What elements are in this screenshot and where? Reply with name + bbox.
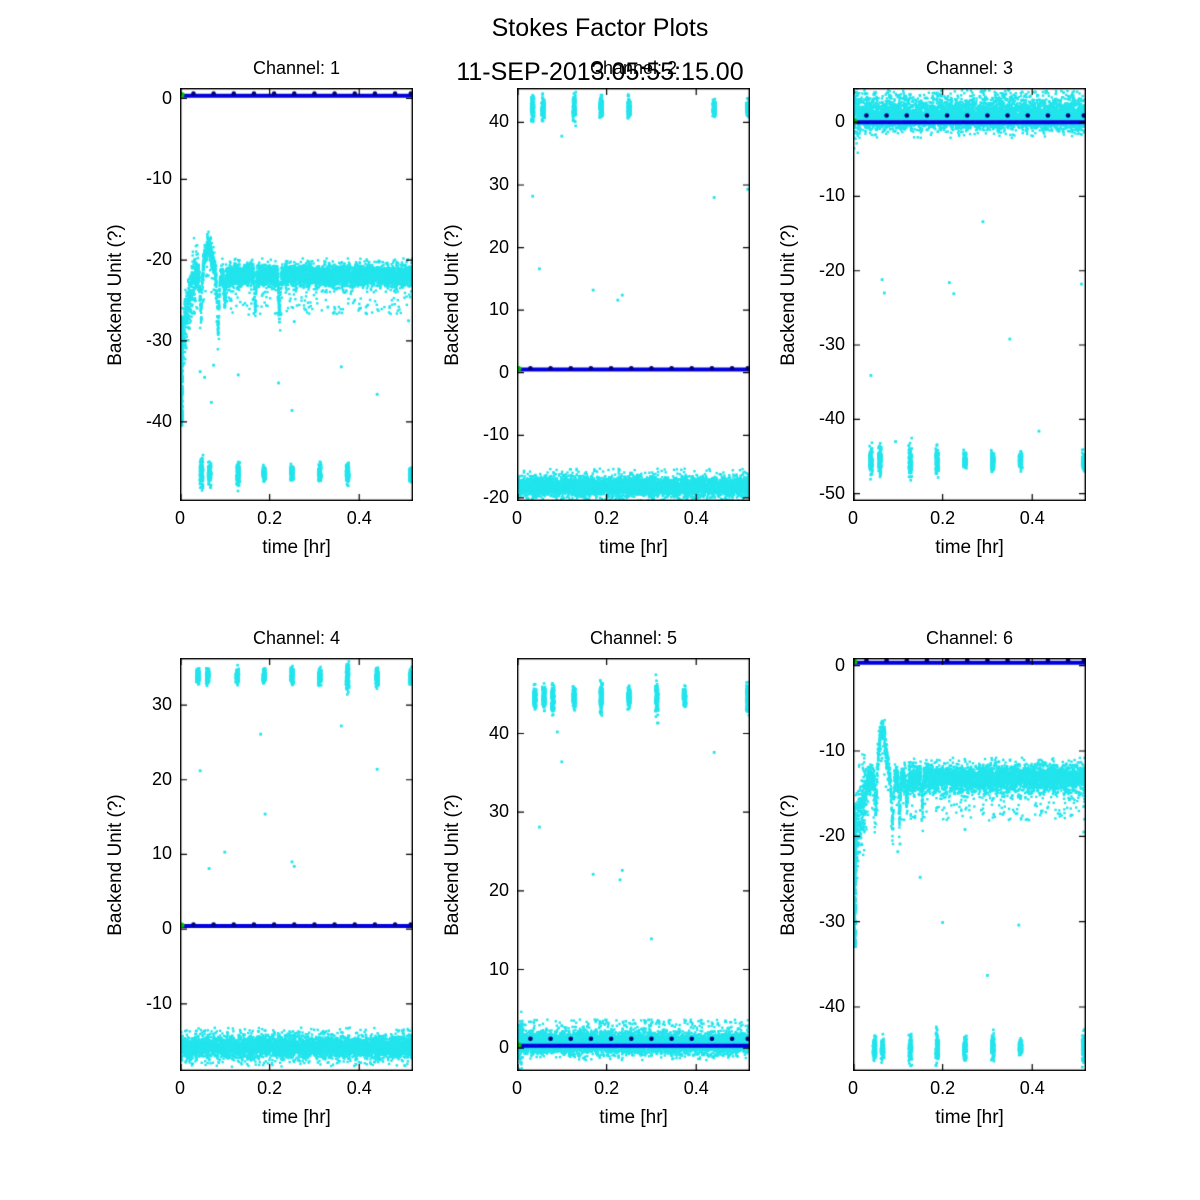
x-tick-label: 0.2 [594,1078,620,1098]
x-tick-label: 0.2 [930,1078,956,1098]
x-tick-label: 0.4 [1019,508,1045,528]
figure-subtitle-timestamp: 11-SEP-2013.05:55:15.00 [456,58,744,86]
subplot-title-channel-5: Channel: 5 [589,628,678,648]
x-tick-label: 0.4 [683,1078,709,1098]
y-tick-label: 20 [488,879,509,900]
y-axis-label-wrap: Backend Unit (?) [104,88,128,501]
x-tick-label: 0 [174,508,185,528]
subplot-title-channel-6: Channel: 6 [925,628,1014,648]
y-tick-label: -30 [818,334,845,354]
subplot-title-channel-4: Channel: 4 [252,628,341,648]
x-tick-label: 0 [511,1078,522,1098]
figure-title: Stokes Factor Plots [491,14,709,42]
y-tick-label: 0 [834,111,845,132]
x-tick-label: 0 [847,1078,858,1098]
x-axis-label-channel-5: time [hr] [599,1107,668,1128]
x-axis-label-channel-6: time [hr] [935,1107,1004,1128]
plot-area-channel-1 [180,88,413,501]
subplot-title-channel-1: Channel: 1 [252,58,341,78]
plot-area-channel-3 [853,88,1086,501]
subplot-title-channel-2: Channel: 2 [589,58,678,78]
y-tick-label: -20 [482,486,509,507]
y-tick-label: 0 [834,654,845,675]
y-tick-label: -40 [145,410,172,431]
plot-area-channel-6 [853,658,1086,1071]
y-tick-label: -30 [818,910,845,931]
x-axis-label-channel-4: time [hr] [262,1107,331,1128]
x-tick-label: 0.4 [346,1078,372,1098]
x-tick-label: 0.4 [683,508,709,528]
y-tick-label: -10 [818,185,845,206]
y-tick-label: 0 [161,87,172,108]
x-tick-label: 0.2 [257,508,283,528]
x-axis-label-channel-2: time [hr] [599,537,668,558]
x-tick-label: 0.2 [930,508,956,528]
y-tick-label: 10 [488,958,509,979]
y-tick-label: -10 [482,424,509,445]
x-tick-label: 0 [511,508,522,528]
y-tick-label: -10 [818,740,845,760]
y-tick-label: 20 [151,768,172,789]
x-tick-label: 0.2 [594,508,620,528]
x-axis-label-channel-3: time [hr] [935,537,1004,558]
y-tick-label: 30 [488,173,509,194]
y-tick-label: -20 [818,825,845,846]
subplot-title-channel-3: Channel: 3 [925,58,1014,78]
x-tick-label: 0 [847,508,858,528]
y-tick-label: -10 [145,168,172,189]
x-tick-label: 0.4 [346,508,372,528]
plot-area-channel-2 [517,88,750,501]
plot-area-channel-5 [517,658,750,1071]
y-tick-label: 40 [488,722,509,743]
y-tick-label: -50 [818,482,845,503]
y-tick-label: 0 [161,918,172,939]
y-tick-label: -10 [145,992,172,1013]
x-tick-label: 0 [174,1078,185,1098]
y-tick-label: 30 [151,694,172,715]
y-tick-label: -40 [818,996,845,1016]
y-tick-label: -20 [145,249,172,270]
x-tick-label: 0.4 [1019,1078,1045,1098]
y-tick-label: -40 [818,408,845,429]
y-tick-label: -20 [818,259,845,280]
y-tick-label: 30 [488,801,509,822]
y-axis-label-wrap: Backend Unit (?) [441,658,465,1071]
y-axis-label-wrap: Backend Unit (?) [777,88,801,501]
y-tick-label: 20 [488,236,509,257]
y-tick-label: -30 [145,329,172,350]
y-tick-label: 0 [498,1037,509,1058]
y-tick-label: 10 [151,843,172,864]
plot-area-channel-4 [180,658,413,1071]
y-tick-label: 10 [488,299,509,320]
x-axis-label-channel-1: time [hr] [262,537,331,558]
x-tick-label: 0.2 [257,1078,283,1098]
y-axis-label-channel-4: Backend Unit (?) [105,793,127,936]
y-tick-label: 40 [488,111,509,132]
y-tick-label: 0 [498,361,509,382]
